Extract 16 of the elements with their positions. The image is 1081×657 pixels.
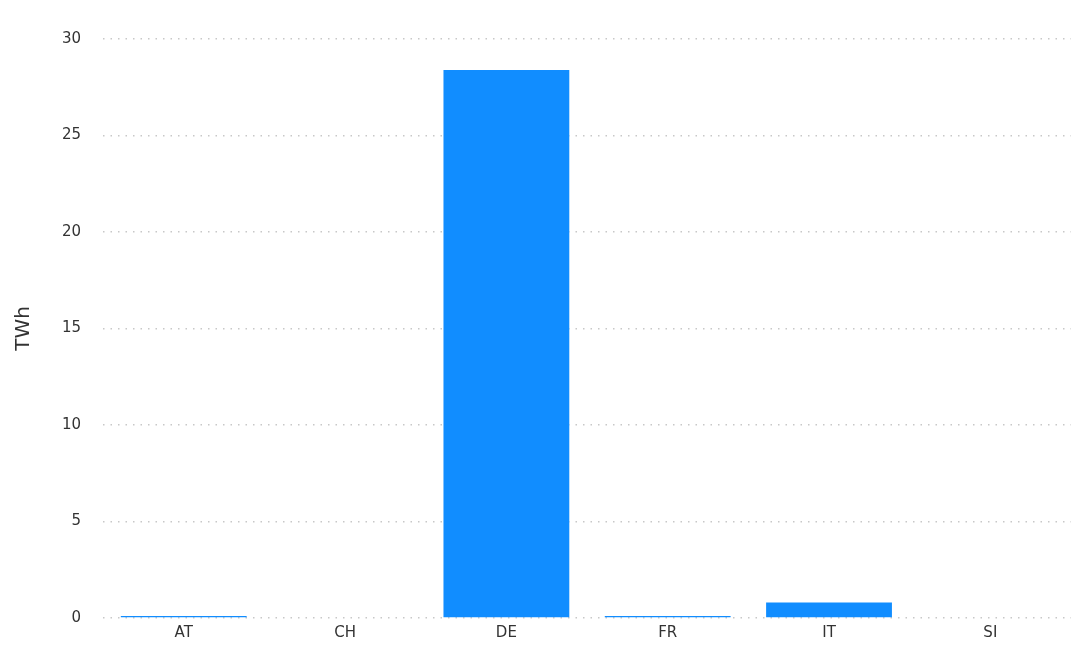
y-tick-label: 10 <box>61 414 82 433</box>
y-tick-label: 25 <box>61 125 82 144</box>
y-axis-title: TWh <box>10 306 35 352</box>
x-tick-label: AT <box>174 622 194 641</box>
x-tick-label: SI <box>983 622 998 641</box>
x-tick-label: FR <box>658 622 678 641</box>
x-tick-label: IT <box>822 622 837 641</box>
bar <box>766 602 892 618</box>
y-tick-label: 5 <box>71 511 82 530</box>
x-tick-label: CH <box>334 622 356 641</box>
y-tick-label: 30 <box>61 28 82 47</box>
y-tick-label: 0 <box>71 607 82 626</box>
x-tick-label: DE <box>495 622 517 641</box>
y-tick-label: 15 <box>61 318 82 337</box>
y-tick-label: 20 <box>61 221 82 240</box>
bar <box>443 69 570 618</box>
